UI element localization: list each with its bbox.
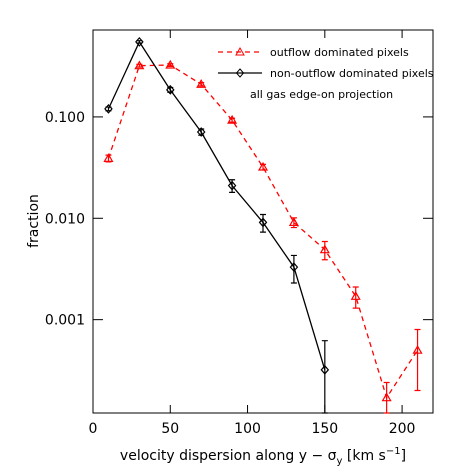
legend-label: non-outflow dominated pixels (270, 67, 434, 80)
error-bar (260, 213, 266, 233)
x-tick-label: 100 (234, 421, 261, 437)
x-tick-label: 50 (161, 421, 179, 437)
series-line (107, 64, 419, 400)
marker (103, 153, 114, 162)
x-label-sup: −1 (386, 446, 401, 457)
series-line (107, 40, 326, 371)
marker (381, 392, 392, 402)
annotation: all gas edge-on projection (250, 88, 393, 101)
marker (227, 180, 237, 191)
marker (165, 84, 175, 95)
x-tick-label: 200 (389, 421, 416, 437)
marker (134, 60, 145, 70)
legend-label: outflow dominated pixels (270, 46, 409, 59)
marker (319, 244, 330, 254)
marker (257, 161, 269, 171)
error-bar (321, 340, 328, 414)
marker (196, 127, 206, 137)
x-tick-label: 150 (311, 421, 338, 437)
marker (289, 262, 299, 273)
marker (320, 364, 330, 375)
marker (350, 291, 361, 300)
error-bar (229, 117, 236, 123)
marker (196, 79, 207, 88)
marker (135, 36, 144, 47)
error-bar (321, 240, 328, 261)
x-label-part: [km s (342, 448, 385, 464)
y-tick-label: 0.001 (45, 313, 85, 329)
marker (258, 217, 268, 228)
x-label-part: ] (401, 448, 406, 464)
error-bar (352, 286, 359, 309)
error-bar (383, 381, 390, 414)
x-tick-label: 0 (89, 421, 98, 437)
y-axis-label: fraction (26, 194, 42, 248)
marker (165, 59, 176, 69)
marker (288, 217, 299, 227)
marker (104, 103, 113, 114)
y-tick-label: 0.100 (45, 110, 85, 126)
error-bar (290, 254, 297, 284)
legend-marker (235, 68, 245, 78)
error-bar (414, 328, 421, 392)
x-label-part: velocity dispersion along y − σ (120, 448, 337, 464)
marker (412, 344, 423, 354)
y-tick-label: 0.010 (45, 211, 85, 227)
x-label-sub: y (337, 456, 343, 467)
marker (227, 114, 238, 124)
legend-marker (235, 46, 245, 56)
x-axis-label: velocity dispersion along y − σy [km s−1… (120, 446, 406, 467)
plot-frame (92, 29, 434, 414)
